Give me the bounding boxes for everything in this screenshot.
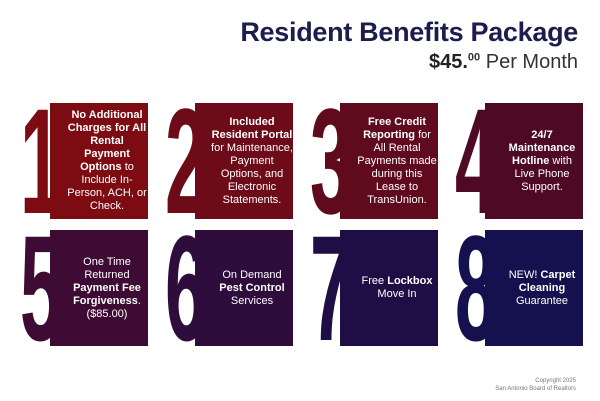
card-background: [340, 103, 438, 219]
card-text: Included Resident Portal for Maintenance…: [211, 115, 293, 206]
card-number: 4: [455, 77, 497, 245]
card-number: 2: [165, 77, 207, 245]
card-text: Free Credit Reporting for All Rental Pay…: [357, 115, 437, 206]
card-number: 5: [20, 204, 62, 372]
card-text: One Time Returned Payment Fee Forgivenes…: [73, 255, 141, 320]
card-text: 24/7 Maintenance Hotline with Live Phone…: [508, 128, 576, 193]
card-background: [50, 103, 148, 219]
benefit-card-8: 8 NEW! Carpet Cleaning Guarantee: [455, 204, 583, 372]
card-background: [195, 230, 293, 346]
card-number: 1: [20, 77, 62, 245]
copyright-owner: San Antonio Board of Realtors: [495, 386, 576, 392]
price: $45.00 Per Month: [429, 50, 578, 74]
page-title: Resident Benefits Package: [240, 17, 578, 47]
card-number: 7: [310, 204, 352, 372]
card-number: 3: [310, 77, 352, 245]
benefit-card-4: 4 24/7 Maintenance Hotline with Live Phon…: [455, 77, 583, 245]
card-text: No Additional Charges for All Rental Pay…: [67, 109, 147, 212]
benefit-card-6: 6 On Demand Pest Control Services: [165, 204, 293, 372]
card-text: Free Lockbox Move In: [361, 275, 433, 300]
card-number: 6: [165, 204, 207, 372]
card-number: 8: [455, 204, 497, 372]
benefit-card-3: 3 Free Credit Reporting for All Rental Pa…: [310, 77, 438, 245]
price-dollars: $45.: [428, 51, 468, 73]
benefit-card-7: 7 Free Lockbox Move In: [310, 204, 438, 372]
card-text: NEW! Carpet Cleaning Guarantee: [508, 268, 576, 307]
card-background: [195, 103, 293, 219]
card-background: [340, 230, 438, 346]
price-cents: 00: [467, 51, 481, 64]
card-background: [485, 230, 583, 346]
card-text: On Demand Pest Control Services: [219, 268, 285, 307]
price-period: Per Month: [485, 51, 578, 73]
benefit-card-2: 2 Included Resident Portal for Maintenanc…: [165, 77, 293, 245]
copyright: Copyright 2025 San Antonio Board of Realt…: [495, 377, 576, 393]
benefit-card-5: 5 One Time Returned Payment Fee Forgivene…: [20, 204, 148, 372]
copyright-line: Copyright 2025: [535, 378, 576, 384]
benefit-card-1: 1 No Additional Charges for All Rental Pa…: [20, 77, 148, 245]
card-background: [485, 103, 583, 219]
card-background: [50, 230, 148, 346]
